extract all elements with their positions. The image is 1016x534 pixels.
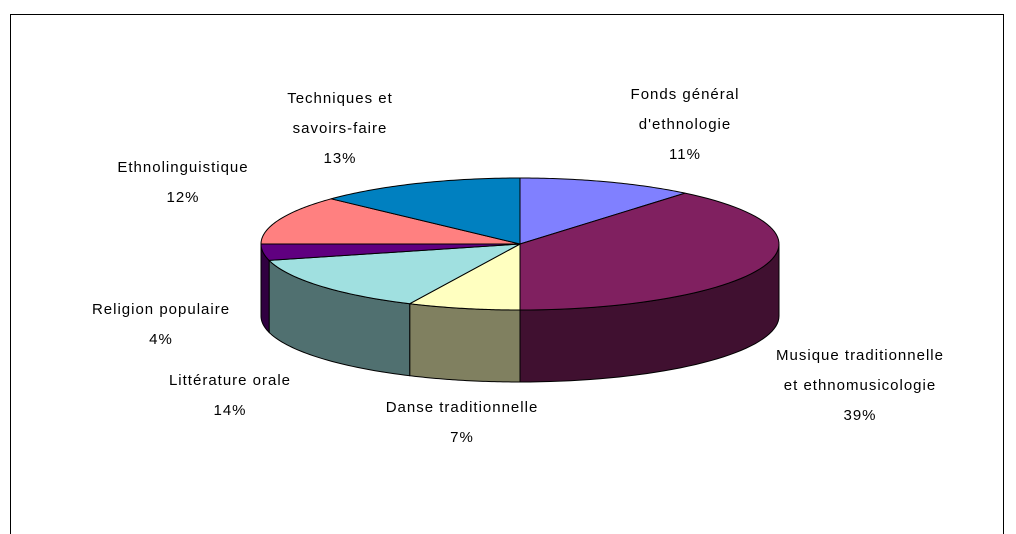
category-label: Danse traditionnelle [385,399,539,416]
category-label: Techniques et savoirs-faire [287,90,393,137]
value-label: 13% [323,150,357,167]
value-label: 39% [843,407,877,424]
slice-label: Techniques et savoirs-faire 13% [265,84,415,174]
slice [519,177,686,245]
value-label: 12% [166,189,200,206]
slice-label: Danse traditionnelle 7% [386,393,539,453]
slice-label: Religion populaire 4% [92,295,230,355]
value-label: 11% [669,146,701,163]
slice [267,243,521,305]
category-label: Littérature orale [168,372,292,389]
slice [519,192,780,311]
slice [331,177,521,245]
category-label: Ethnolinguistique [117,159,249,176]
category-label: Fonds général d'ethnologie [630,86,740,133]
category-label: Religion populaire [91,301,231,318]
slice [260,198,521,245]
value-label: 14% [213,402,247,419]
slice [260,243,521,261]
category-label: Musique traditionnelle et ethnomusicolog… [776,347,944,394]
slice [408,243,521,311]
slice-wall [409,303,521,383]
chart-frame [10,14,1004,534]
value-label: 4% [149,331,173,348]
slice-label: Musique traditionnelle et ethnomusicolog… [770,341,950,431]
slice-label: Ethnolinguistique 12% [117,153,248,213]
slice-label: Littérature orale 14% [169,366,291,426]
slice-label: Fonds général d'ethnologie 11% [610,80,760,170]
value-label: 7% [450,429,474,446]
